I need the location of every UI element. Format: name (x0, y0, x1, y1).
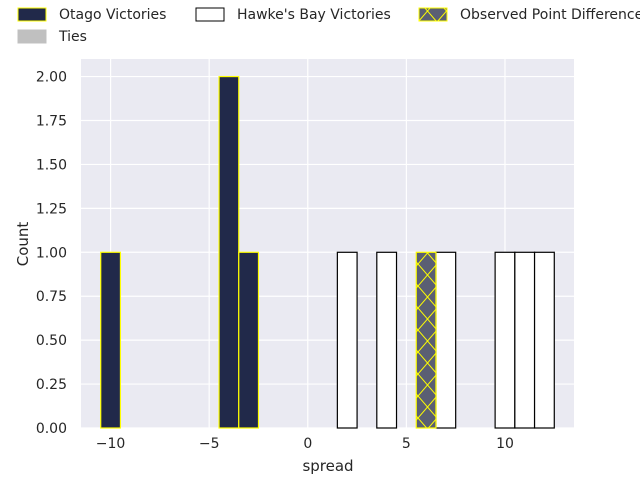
bar-hawke-s-bay-victories (514, 251, 536, 429)
bar-otago-victories (218, 75, 240, 429)
bar-hawke-s-bay-victories (435, 251, 457, 429)
legend-item-otago: Otago Victories (17, 7, 166, 23)
y-tick-label: 0.75 (36, 289, 67, 305)
legend-label-hawkes-bay: Hawke's Bay Victories (237, 7, 391, 23)
y-axis-ticks: 0.00 0.25 0.50 0.75 1.00 1.25 1.50 1.75 2.00 (36, 70, 67, 437)
legend-swatch-observed-hatch (419, 8, 447, 21)
legend-swatch-otago (17, 7, 47, 22)
x-tick-label: −10 (96, 436, 126, 452)
x-tick-label: −5 (199, 436, 220, 452)
legend-swatch-ties (17, 29, 47, 44)
bar-hawke-s-bay-victories (533, 251, 555, 429)
bar-hatch-observed-point-difference (416, 252, 436, 428)
y-tick-label: 2.00 (36, 70, 67, 86)
grid-lines (81, 59, 574, 429)
y-tick-label: 1.25 (36, 201, 67, 217)
legend: Otago Victories Ties Hawke's Bay Victori… (17, 7, 640, 45)
legend-item-hawkes-bay: Hawke's Bay Victories (195, 7, 391, 23)
bars (100, 75, 555, 429)
legend-item-ties: Ties (17, 29, 87, 45)
y-tick-label: 0.00 (36, 421, 67, 437)
x-tick-label: 0 (303, 436, 312, 452)
y-tick-label: 1.00 (36, 245, 67, 261)
x-tick-label: 5 (402, 436, 411, 452)
x-tick-label: 10 (496, 436, 514, 452)
x-axis-label: spread (302, 457, 353, 475)
bar-hawke-s-bay-victories (336, 251, 358, 429)
y-tick-label: 0.50 (36, 333, 67, 349)
bar-otago-victories (100, 251, 122, 429)
y-axis-label: Count (14, 222, 32, 267)
legend-swatch-hawkes-bay (195, 7, 225, 22)
legend-label-otago: Otago Victories (59, 7, 166, 23)
legend-label-observed: Observed Point Difference (460, 7, 640, 23)
y-tick-label: 1.50 (36, 157, 67, 173)
bar-hawke-s-bay-victories (376, 251, 398, 429)
bar-otago-victories (238, 251, 260, 429)
y-tick-label: 0.25 (36, 377, 67, 393)
x-axis-ticks: −10 −5 0 5 10 (96, 436, 514, 452)
legend-item-observed: Observed Point Difference (418, 7, 640, 23)
bar-hawke-s-bay-victories (494, 251, 516, 429)
y-tick-label: 1.75 (36, 114, 67, 130)
legend-label-ties: Ties (58, 29, 87, 45)
